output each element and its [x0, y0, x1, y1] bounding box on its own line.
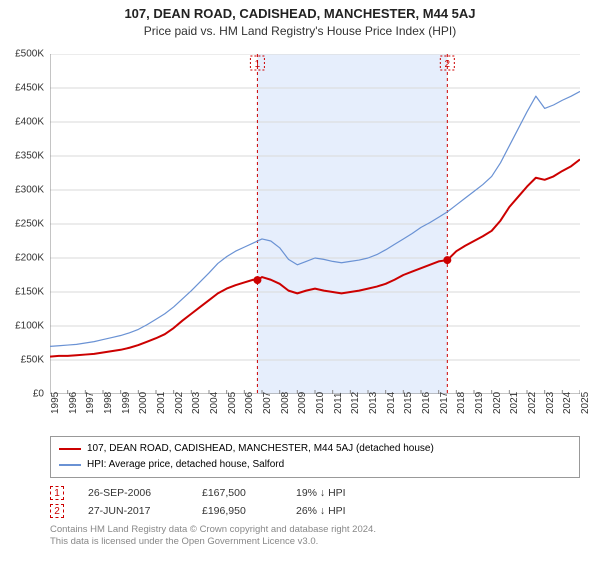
sale-date: 26-SEP-2006: [88, 487, 178, 499]
page-title: 107, DEAN ROAD, CADISHEAD, MANCHESTER, M…: [0, 6, 600, 21]
legend: 107, DEAN ROAD, CADISHEAD, MANCHESTER, M…: [50, 436, 580, 549]
sale-date: 27-JUN-2017: [88, 505, 178, 517]
sale-price: £167,500: [202, 487, 272, 499]
chart-svg: 12: [50, 54, 580, 394]
sale-delta: 26% ↓ HPI: [296, 505, 346, 517]
svg-text:2: 2: [445, 59, 451, 70]
sales-row: 1 26-SEP-2006 £167,500 19% ↓ HPI: [50, 486, 580, 500]
sale-price: £196,950: [202, 505, 272, 517]
legend-swatch-property: [59, 448, 81, 450]
sale-delta: 19% ↓ HPI: [296, 487, 346, 499]
y-axis-labels: £0£50K£100K£150K£200K£250K£300K£350K£400…: [0, 54, 48, 394]
sales-row: 2 27-JUN-2017 £196,950 26% ↓ HPI: [50, 504, 580, 518]
footnote-line: This data is licensed under the Open Gov…: [50, 536, 580, 548]
legend-label-property: 107, DEAN ROAD, CADISHEAD, MANCHESTER, M…: [87, 441, 434, 457]
legend-series-box: 107, DEAN ROAD, CADISHEAD, MANCHESTER, M…: [50, 436, 580, 478]
legend-item-property: 107, DEAN ROAD, CADISHEAD, MANCHESTER, M…: [59, 441, 571, 457]
sales-table: 1 26-SEP-2006 £167,500 19% ↓ HPI 2 27-JU…: [50, 486, 580, 518]
legend-label-hpi: HPI: Average price, detached house, Salf…: [87, 457, 284, 473]
legend-item-hpi: HPI: Average price, detached house, Salf…: [59, 457, 571, 473]
marker-badge: 2: [50, 504, 64, 518]
marker-badge: 1: [50, 486, 64, 500]
page-subtitle: Price paid vs. HM Land Registry's House …: [0, 24, 600, 38]
svg-text:1: 1: [255, 59, 261, 70]
legend-swatch-hpi: [59, 464, 81, 466]
x-axis-labels: 1995199619971998199920002001200220032004…: [50, 398, 580, 438]
footnote: Contains HM Land Registry data © Crown c…: [50, 524, 580, 549]
footnote-line: Contains HM Land Registry data © Crown c…: [50, 524, 580, 536]
chart-area: 12: [50, 54, 580, 394]
